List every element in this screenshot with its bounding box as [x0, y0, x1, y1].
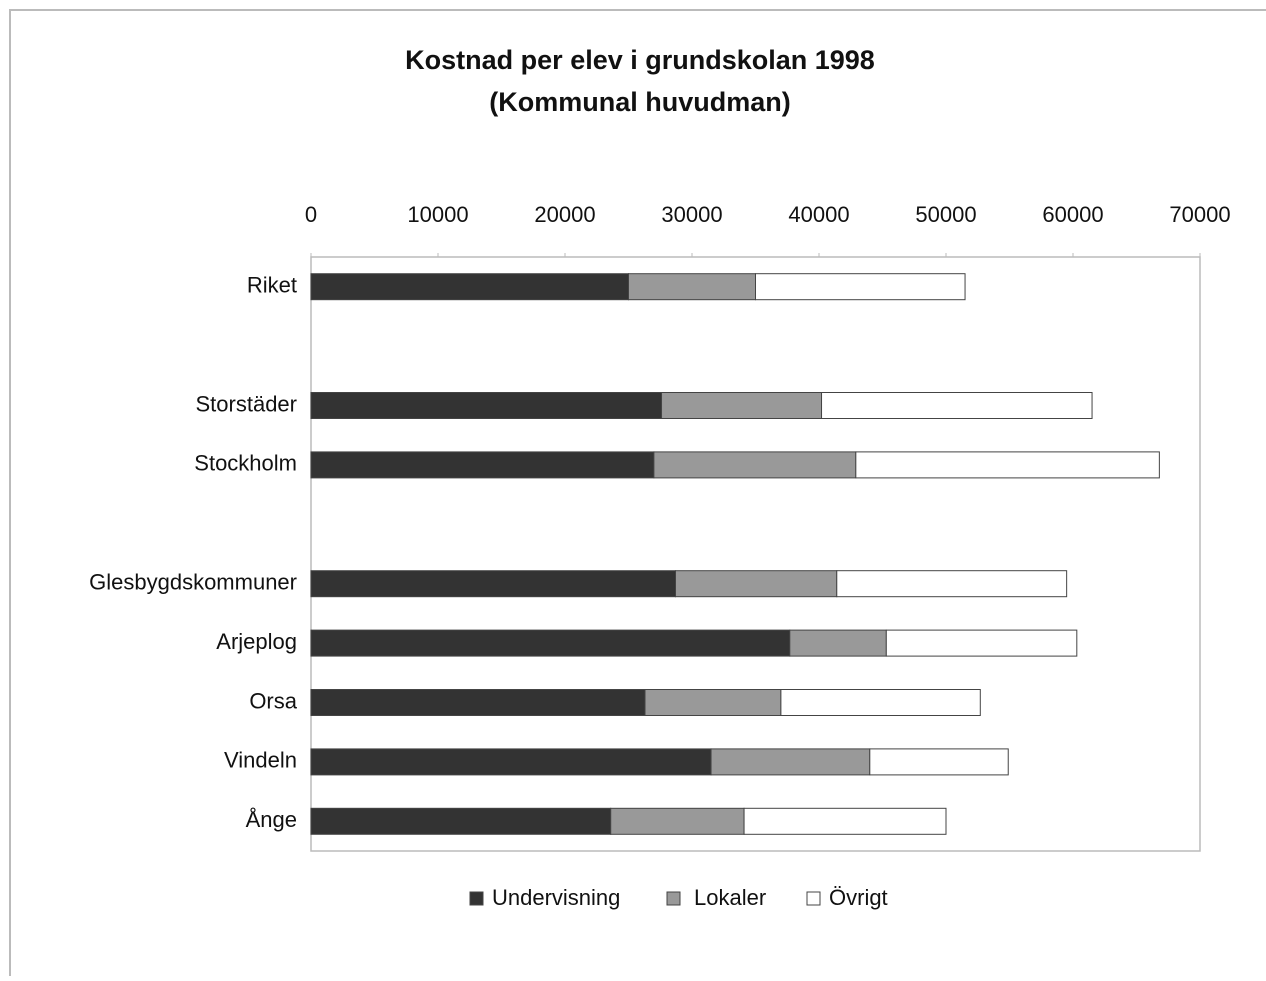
- x-tick-label: 70000: [1169, 202, 1230, 227]
- bar-segment: [310, 451, 655, 479]
- y-tick-label: Ånge: [246, 807, 297, 832]
- bar-segment: [310, 629, 791, 657]
- bar-segment: [885, 629, 1078, 657]
- y-tick-label: Orsa: [249, 688, 297, 713]
- x-tick-label: 50000: [915, 202, 976, 227]
- plot-area: [310, 256, 1201, 852]
- chart-title: Kostnad per elev i grundskolan 1998: [405, 45, 875, 75]
- bar-segment: [674, 570, 838, 598]
- bar-segment: [755, 273, 966, 301]
- y-tick-label: Glesbygdskommuner: [89, 570, 297, 595]
- legend-swatch: [666, 891, 681, 906]
- x-tick-label: 10000: [407, 202, 468, 227]
- legend-label: Övrigt: [829, 885, 888, 910]
- legend-label: Undervisning: [492, 885, 620, 910]
- bar-segment: [310, 748, 712, 776]
- bar-segment: [869, 748, 1009, 776]
- bar-segment: [628, 273, 756, 301]
- bar-segment: [789, 629, 887, 657]
- y-tick-label: Riket: [247, 273, 297, 298]
- bar-segment: [855, 451, 1160, 479]
- y-tick-label: Arjeplog: [216, 629, 297, 654]
- x-tick-label: 20000: [534, 202, 595, 227]
- x-tick-label: 30000: [661, 202, 722, 227]
- x-tick-label: 0: [305, 202, 317, 227]
- bar-segment: [836, 570, 1068, 598]
- legend-label: Lokaler: [694, 885, 766, 910]
- y-tick-label: Stockholm: [194, 451, 297, 476]
- bar-segment: [710, 748, 871, 776]
- bar-segment: [310, 807, 612, 835]
- bar-segment: [644, 689, 782, 716]
- legend-swatch: [806, 891, 821, 906]
- legend-swatch: [469, 891, 484, 906]
- bar-segment: [780, 689, 981, 716]
- bar-segment: [653, 451, 857, 479]
- y-tick-label: Storstäder: [196, 391, 298, 416]
- y-tick-label: Vindeln: [224, 748, 297, 773]
- x-tick-label: 60000: [1042, 202, 1103, 227]
- bar-segment: [310, 570, 676, 598]
- bar-segment: [610, 807, 745, 835]
- bar-segment: [821, 392, 1093, 419]
- bar-segment: [310, 689, 646, 716]
- bar-segment: [661, 392, 823, 419]
- bar-segment: [310, 392, 663, 419]
- bar-segment: [310, 273, 629, 301]
- bar-segment: [743, 807, 947, 835]
- x-tick-label: 40000: [788, 202, 849, 227]
- chart-subtitle: (Kommunal huvudman): [489, 87, 791, 117]
